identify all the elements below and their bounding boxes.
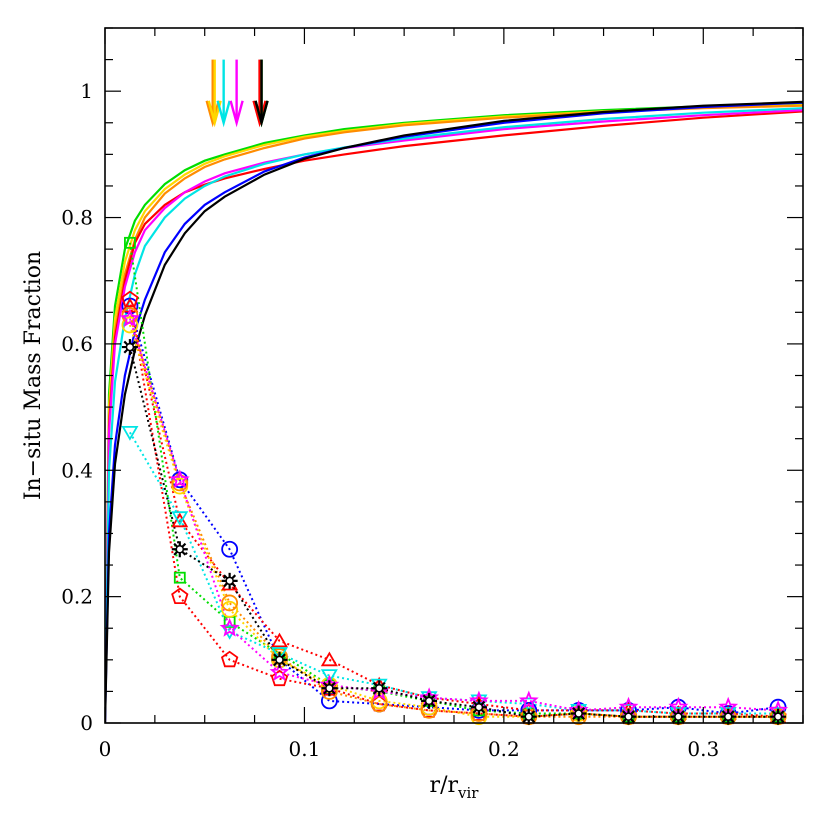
y-axis-title: In−situ Mass Fraction xyxy=(21,251,46,500)
profile-line-black xyxy=(128,346,779,718)
x-tick-label: 0 xyxy=(99,737,112,761)
radius-arrow xyxy=(216,59,231,128)
marker-black xyxy=(321,680,338,697)
marker-orange xyxy=(221,594,239,612)
marker-orange xyxy=(370,695,388,713)
profile-line-yellow xyxy=(128,324,779,718)
marker-center xyxy=(674,712,683,721)
marker-center xyxy=(474,702,484,712)
cumulative-curve-cyan xyxy=(105,107,803,723)
marker-black xyxy=(470,699,487,716)
marker-red-pentagons xyxy=(171,587,189,604)
x-tick-label: 0.3 xyxy=(687,737,719,761)
radius-arrow xyxy=(205,59,220,128)
marker-red-triangles xyxy=(320,651,338,667)
marker-red-pentagons xyxy=(270,669,289,687)
marker-cyan xyxy=(121,425,139,441)
marker-black xyxy=(520,708,537,725)
marker-center xyxy=(374,684,384,693)
marker-black xyxy=(670,708,687,725)
marker-magenta xyxy=(219,617,240,637)
y-tick-label: 0 xyxy=(80,711,93,735)
x-tick-label: 0.2 xyxy=(488,737,520,761)
marker-center xyxy=(624,712,633,721)
marker-magenta xyxy=(169,469,190,489)
y-tick-label: 0.4 xyxy=(61,458,93,482)
marker-center xyxy=(424,696,434,706)
marker-black xyxy=(570,705,587,722)
y-tick-label: 0.6 xyxy=(61,332,93,356)
cumulative-curve-blue xyxy=(105,101,803,723)
marker-center xyxy=(574,709,583,718)
marker-black xyxy=(720,708,737,725)
cumulative-curve-orange xyxy=(105,104,803,723)
marker-center xyxy=(225,576,234,586)
marker-black xyxy=(620,708,637,725)
y-tick-labels: 0 0.2 0.4 0.6 0.8 1 xyxy=(61,79,93,735)
arrow-head xyxy=(252,100,267,128)
marker-yellow xyxy=(221,600,239,618)
marker-cyan xyxy=(271,647,288,662)
arrow-head xyxy=(254,100,269,128)
marker-red-pentagons xyxy=(121,290,139,308)
profile-markers xyxy=(119,236,789,726)
x-tick-labels: 0 0.1 0.2 0.3 xyxy=(99,737,720,761)
radius-arrow xyxy=(252,59,267,128)
cumulative-curves xyxy=(105,100,803,723)
marker-black xyxy=(371,680,388,697)
marker-magenta xyxy=(119,308,140,328)
arrow-head xyxy=(205,100,220,128)
marker-orange xyxy=(171,474,189,492)
arrow-head xyxy=(229,100,244,128)
profile-line-blue xyxy=(128,305,779,715)
cumulative-curve-yellow xyxy=(105,104,803,723)
marker-green xyxy=(173,571,186,584)
axis-ticks xyxy=(104,27,804,724)
marker-black xyxy=(221,572,238,589)
marker-magenta xyxy=(269,662,290,681)
marker-yellow xyxy=(121,316,139,334)
marker-black xyxy=(171,541,188,558)
marker-black xyxy=(770,708,787,725)
marker-green xyxy=(124,236,136,249)
marker-magenta xyxy=(518,690,539,710)
marker-red-triangles xyxy=(271,632,288,648)
y-tick-label: 0.2 xyxy=(61,585,93,609)
marker-red-pentagons xyxy=(220,650,239,668)
arrow-head xyxy=(216,100,231,128)
marker-center xyxy=(325,684,334,693)
marker-black xyxy=(271,651,288,668)
profile-line-green xyxy=(128,242,779,718)
x-tick-label: 0.1 xyxy=(289,737,321,761)
marker-center xyxy=(524,712,534,721)
marker-cyan xyxy=(320,669,338,684)
x-axis-title-main: r/r xyxy=(430,773,459,798)
marker-center xyxy=(125,342,135,352)
profile-line-cyan xyxy=(129,431,779,715)
radius-arrows xyxy=(205,59,269,128)
marker-center xyxy=(773,712,783,721)
profile-line-orange xyxy=(128,315,779,718)
x-axis-title: r/rvir xyxy=(430,773,480,802)
marker-center xyxy=(275,655,284,665)
cumulative-curve-black xyxy=(105,100,803,723)
profile-series xyxy=(128,242,779,718)
marker-black xyxy=(121,339,138,356)
marker-blue xyxy=(221,540,239,558)
radius-arrow xyxy=(229,59,244,128)
cumulative-curve-red xyxy=(105,110,803,723)
y-tick-label: 0.8 xyxy=(61,206,93,230)
y-tick-label: 1 xyxy=(80,79,93,103)
cumulative-curve-green xyxy=(105,102,803,723)
x-axis-title-subscript: vir xyxy=(457,784,479,802)
profile-line-magenta xyxy=(128,318,779,712)
marker-red-triangles xyxy=(171,512,189,528)
profile-line-red-pentagons xyxy=(128,299,779,718)
marker-cyan xyxy=(171,511,189,527)
marker-center xyxy=(723,712,733,721)
radius-arrow xyxy=(254,59,269,128)
marker-center xyxy=(175,545,185,554)
marker-black xyxy=(421,692,438,709)
